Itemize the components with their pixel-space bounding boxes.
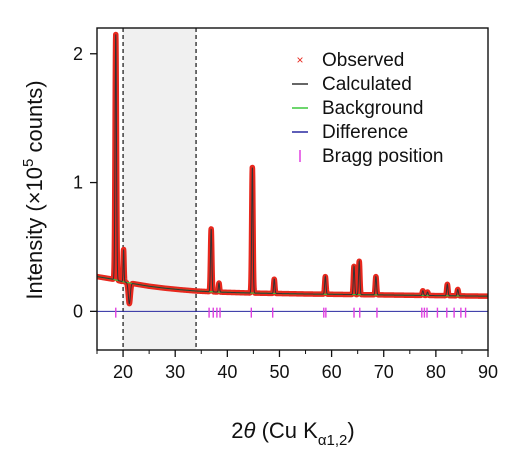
legend-label: Calculated	[322, 74, 412, 95]
legend-label: Background	[322, 98, 423, 119]
y-axis-label: Intensity (×105 counts)	[20, 80, 47, 299]
x-tick-label: 30	[165, 362, 185, 382]
y-tick-label: 0	[73, 301, 83, 321]
x-tick-label: 80	[426, 362, 446, 382]
shaded-region	[123, 28, 197, 350]
legend-label: Bragg position	[322, 146, 443, 167]
x-axis-label: 2θ (Cu Kα1,2)	[231, 418, 354, 449]
series-layer	[94, 31, 491, 318]
dashed-line-group	[122, 28, 197, 350]
plot-frame	[96, 27, 489, 351]
legend: × Observed Calculated Background Difference B…	[292, 50, 443, 167]
legend-swatch: ×	[296, 53, 303, 67]
tick-group: 20 30 40 50 60 70 80 90 0 1 2	[73, 44, 498, 382]
x-tick-label: 40	[217, 362, 237, 382]
x-tick-label: 60	[322, 362, 342, 382]
x-tick-label: 70	[374, 362, 394, 382]
x-tick-label: 50	[269, 362, 289, 382]
x-tick-label: 20	[113, 362, 133, 382]
legend-label: Observed	[322, 50, 404, 71]
calculated-series	[96, 34, 488, 305]
legend-label: Difference	[322, 122, 408, 143]
y-tick-label: 2	[73, 44, 83, 64]
x-tick-label: 90	[478, 362, 498, 382]
y-tick-label: 1	[73, 173, 83, 193]
